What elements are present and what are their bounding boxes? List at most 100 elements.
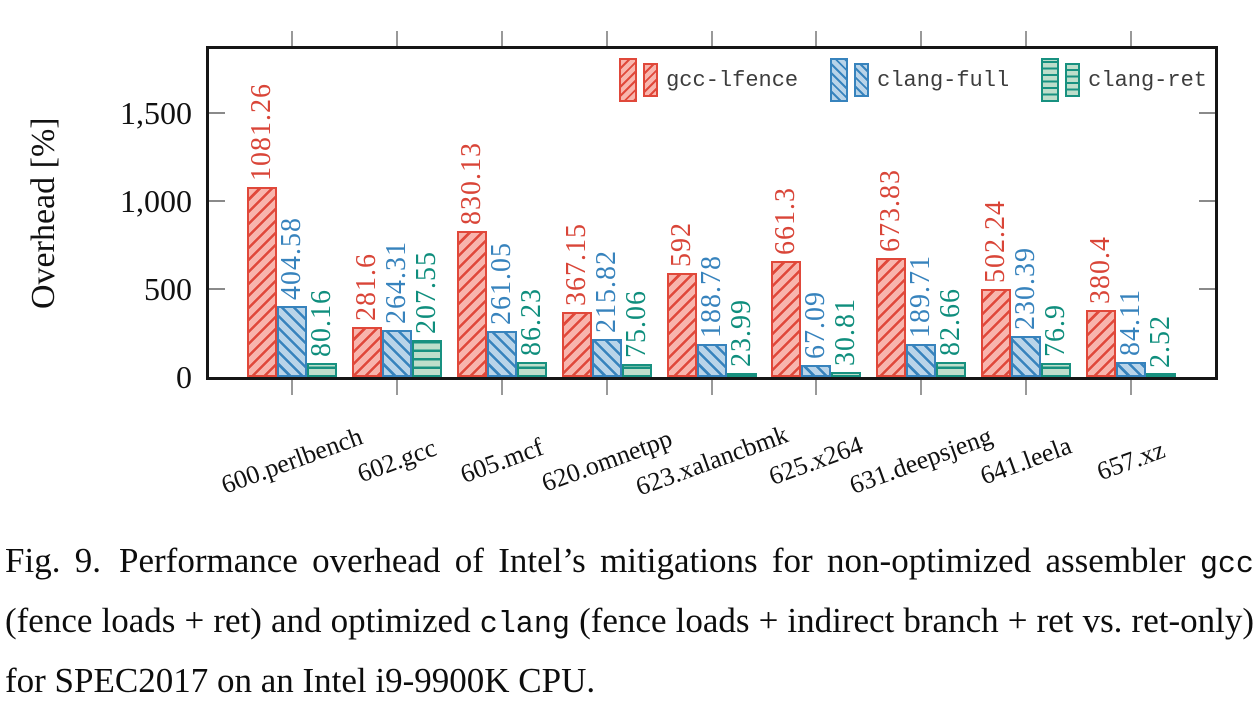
bar-value-label: 592 bbox=[665, 221, 697, 267]
y-tick bbox=[209, 200, 225, 202]
bar-value-label: 281.6 bbox=[350, 253, 382, 322]
bar bbox=[277, 305, 307, 377]
legend-swatch bbox=[619, 58, 638, 102]
y-tick-label: 500 bbox=[144, 271, 192, 307]
legend-label: gcc-lfence bbox=[666, 67, 799, 93]
bar-value-label: 189.71 bbox=[905, 254, 937, 338]
bar bbox=[696, 343, 727, 377]
bar-value-label: 75.06 bbox=[620, 289, 652, 358]
caption-code-text: gcc bbox=[1199, 548, 1254, 582]
x-tick bbox=[815, 380, 818, 395]
legend-swatch bbox=[854, 63, 870, 97]
bar bbox=[666, 272, 697, 377]
y-tick-label: 1,500 bbox=[120, 95, 192, 131]
bar-value-label: 80.16 bbox=[306, 288, 337, 357]
bar-value-label: 207.55 bbox=[410, 251, 442, 335]
bar-value-label: 76.9 bbox=[1040, 304, 1072, 358]
legend: gcc-lfence clang-full clang-ret bbox=[619, 58, 1207, 102]
legend-swatches bbox=[1041, 58, 1081, 102]
x-tick bbox=[291, 380, 293, 395]
legend-swatch bbox=[1065, 63, 1081, 97]
bar-value-label: 380.4 bbox=[1085, 236, 1116, 305]
bar bbox=[1011, 336, 1042, 377]
figure-9: gcc-lfence clang-full clang-ret 1081.26 281… bbox=[5, 31, 1254, 700]
x-tick bbox=[920, 31, 923, 46]
x-tick bbox=[395, 380, 398, 395]
y-tick bbox=[209, 112, 225, 114]
bar-value-label: 673.83 bbox=[875, 169, 907, 253]
bar bbox=[906, 343, 937, 377]
bar bbox=[801, 365, 832, 377]
bar-value-label: 830.13 bbox=[455, 141, 487, 225]
legend-label: clang-ret bbox=[1088, 67, 1207, 93]
bar-value-label: 188.78 bbox=[695, 254, 727, 338]
bar-value-label: 82.66 bbox=[935, 288, 967, 357]
y-tick bbox=[209, 288, 225, 290]
legend-swatches bbox=[619, 58, 659, 102]
bar bbox=[621, 363, 652, 377]
legend-label: clang-full bbox=[877, 67, 1010, 93]
bar bbox=[1116, 362, 1146, 377]
x-tick bbox=[500, 31, 503, 46]
bar bbox=[351, 327, 382, 377]
bar-value-label: 30.81 bbox=[830, 297, 862, 366]
y-tick-label: 1,000 bbox=[120, 183, 192, 219]
bar-value-label: 23.99 bbox=[725, 298, 757, 367]
x-tick bbox=[1025, 380, 1028, 395]
legend-item: clang-full bbox=[830, 58, 1009, 102]
x-tick bbox=[710, 31, 713, 46]
legend-swatch bbox=[643, 63, 659, 97]
bar-value-label: 367.15 bbox=[560, 223, 592, 307]
bar bbox=[1086, 310, 1116, 377]
bar bbox=[1146, 373, 1176, 377]
legend-swatch bbox=[1041, 58, 1060, 102]
legend-item: gcc-lfence bbox=[619, 58, 798, 102]
legend-item: clang-ret bbox=[1041, 58, 1207, 102]
bar-value-label: 1081.26 bbox=[246, 82, 277, 181]
bar bbox=[591, 339, 622, 377]
bar bbox=[456, 230, 487, 377]
bar-value-label: 502.24 bbox=[980, 199, 1012, 283]
bar-value-label: 404.58 bbox=[276, 216, 307, 300]
bar bbox=[486, 331, 517, 377]
plot-inner: gcc-lfence clang-full clang-ret 1081.26 281… bbox=[209, 49, 1215, 377]
x-tick bbox=[605, 380, 608, 395]
x-tick-label-text: 602.gcc bbox=[353, 432, 440, 489]
bar bbox=[381, 330, 412, 377]
y-tick bbox=[1199, 288, 1215, 290]
bar bbox=[1041, 363, 1072, 377]
bar-value-label: 86.23 bbox=[515, 287, 547, 356]
caption-code-text: clang bbox=[479, 608, 570, 642]
bar bbox=[831, 371, 862, 377]
x-tick bbox=[815, 31, 818, 46]
bar bbox=[936, 362, 967, 377]
bar bbox=[247, 186, 277, 377]
caption-text: (fence loads + ret) and optimized bbox=[5, 601, 480, 640]
bar-value-label: 215.82 bbox=[590, 250, 622, 334]
bar bbox=[561, 312, 592, 377]
x-tick bbox=[291, 31, 293, 46]
y-tick-label: 0 bbox=[176, 359, 192, 395]
caption-text: Performance overhead of Intel’s mitigati… bbox=[119, 541, 1200, 580]
bar bbox=[981, 288, 1012, 377]
bar bbox=[307, 362, 337, 377]
legend-swatches bbox=[830, 58, 870, 102]
x-tick bbox=[710, 380, 713, 395]
bar-value-label: 2.52 bbox=[1145, 315, 1176, 368]
bar-value-label: 230.39 bbox=[1010, 247, 1042, 331]
bar-value-label: 261.05 bbox=[485, 242, 517, 326]
x-tick bbox=[395, 31, 398, 46]
x-tick-label-text: 631.deepsjeng bbox=[845, 421, 997, 500]
bar bbox=[771, 260, 802, 377]
bar bbox=[876, 258, 907, 377]
x-tick bbox=[920, 380, 923, 395]
x-tick bbox=[500, 380, 503, 395]
legend-swatch bbox=[830, 58, 849, 102]
y-tick bbox=[1199, 200, 1215, 202]
x-tick-label-text: 657.xz bbox=[1092, 434, 1169, 487]
bar-value-label: 264.31 bbox=[380, 241, 412, 325]
figure-caption: Fig. 9. Performance overhead of Intel’s m… bbox=[5, 533, 1254, 708]
figure-caption-text: Performance overhead of Intel’s mitigati… bbox=[5, 541, 1254, 700]
x-tick bbox=[1130, 380, 1132, 395]
bar-value-label: 84.11 bbox=[1115, 289, 1146, 357]
